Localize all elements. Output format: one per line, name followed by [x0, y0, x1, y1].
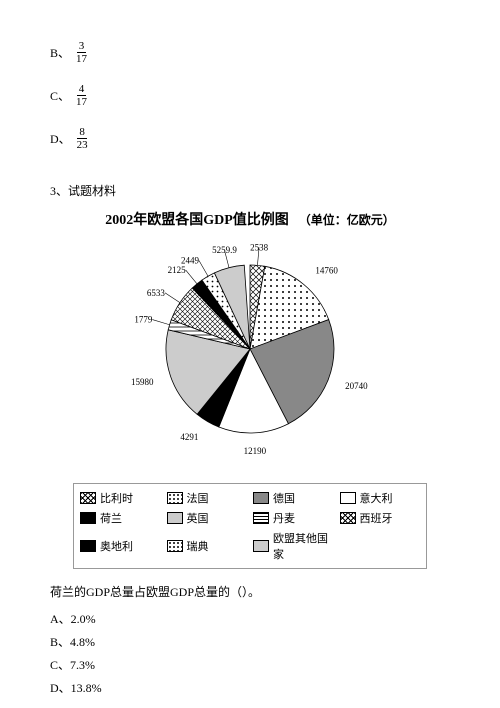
legend-label: 法国 — [187, 490, 209, 506]
answer-text: 13.8% — [71, 681, 102, 695]
answer-label: D、 — [50, 681, 71, 695]
legend-item: 德国 — [253, 490, 334, 506]
legend-item: 瑞典 — [167, 530, 248, 562]
fraction-option: D、 8 23 — [50, 126, 450, 151]
numerator: 4 — [77, 83, 87, 96]
fraction: 4 17 — [74, 83, 89, 108]
legend-item: 丹麦 — [253, 510, 334, 526]
chart-title: 2002年欧盟各国GDP值比例图 — [105, 209, 289, 229]
numerator: 3 — [77, 40, 87, 53]
slice-label: 2538 — [250, 242, 268, 252]
option-label: B、 — [50, 44, 70, 61]
slice-label: 2125 — [168, 264, 187, 274]
fraction: 3 17 — [74, 40, 89, 65]
slice-label: 4291 — [180, 432, 198, 442]
legend-swatch — [80, 492, 96, 504]
chart-container: 2002年欧盟各国GDP值比例图 （单位：亿欧元） — [70, 209, 430, 569]
fraction-option: C、 4 17 — [50, 83, 450, 108]
answer-label: A、 — [50, 612, 71, 626]
legend-item: 西班牙 — [340, 510, 421, 526]
slice-label: 12190 — [244, 445, 267, 455]
legend-item: 英国 — [167, 510, 248, 526]
slice-label: 5259.9 — [212, 245, 237, 255]
legend-item: 法国 — [167, 490, 248, 506]
legend-swatch — [80, 512, 96, 524]
answer-text: 4.8% — [70, 635, 95, 649]
legend-swatch — [167, 540, 183, 552]
slice-label: 14760 — [315, 265, 338, 275]
legend-label: 欧盟其他国家 — [273, 530, 334, 562]
legend-label: 德国 — [273, 490, 295, 506]
legend-label: 丹麦 — [273, 510, 295, 526]
answer-option: D、13.8% — [50, 679, 450, 696]
chart-unit: （单位：亿欧元） — [299, 211, 395, 228]
legend-label: 意大利 — [360, 490, 393, 506]
fraction: 8 23 — [75, 126, 90, 151]
denominator: 17 — [74, 96, 89, 108]
legend-swatch — [167, 492, 183, 504]
legend-label: 英国 — [187, 510, 209, 526]
option-label: D、 — [50, 130, 71, 147]
answer-text: 7.3% — [70, 658, 95, 672]
legend-swatch — [80, 540, 96, 552]
answer-option: B、4.8% — [50, 633, 450, 650]
legend-item: 奥地利 — [80, 530, 161, 562]
legend-swatch — [253, 540, 269, 552]
denominator: 17 — [74, 53, 89, 65]
legend-item: 欧盟其他国家 — [253, 530, 334, 562]
answer-option: A、2.0% — [50, 610, 450, 627]
legend-label: 比利时 — [100, 490, 133, 506]
answer-option: C、7.3% — [50, 656, 450, 673]
slice-label: 15980 — [131, 377, 154, 387]
slice-label: 20740 — [345, 380, 368, 390]
legend-label: 奥地利 — [100, 538, 133, 554]
legend-swatch — [253, 492, 269, 504]
chart-legend: 比利时 法国 德国 意大利荷兰 英国 丹麦 西班牙奥地利 瑞典 欧盟其他国家 — [73, 483, 427, 569]
legend-label: 瑞典 — [187, 538, 209, 554]
legend-item: 荷兰 — [80, 510, 161, 526]
pie-chart: 2538 14760 20740 12190 4291 15980 1779 6533 2125… — [70, 229, 430, 479]
option-label: C、 — [50, 87, 70, 104]
slice-label: 2449 — [181, 255, 200, 265]
fraction-option: B、 3 17 — [50, 40, 450, 65]
legend-item: 比利时 — [80, 490, 161, 506]
legend-swatch — [340, 492, 356, 504]
legend-swatch — [253, 512, 269, 524]
denominator: 23 — [75, 139, 90, 151]
numerator: 8 — [77, 126, 87, 139]
answer-label: C、 — [50, 658, 70, 672]
legend-swatch — [167, 512, 183, 524]
slice-label: 1779 — [134, 314, 153, 324]
section-heading: 3、试题材料 — [50, 182, 450, 199]
answer-label: B、 — [50, 635, 70, 649]
legend-label: 荷兰 — [100, 510, 122, 526]
legend-swatch — [340, 512, 356, 524]
slice-label: 6533 — [147, 287, 166, 297]
legend-item: 意大利 — [340, 490, 421, 506]
legend-label: 西班牙 — [360, 510, 393, 526]
question-text: 荷兰的GDP总量占欧盟GDP总量的（）。 — [50, 583, 450, 600]
answer-text: 2.0% — [71, 612, 96, 626]
